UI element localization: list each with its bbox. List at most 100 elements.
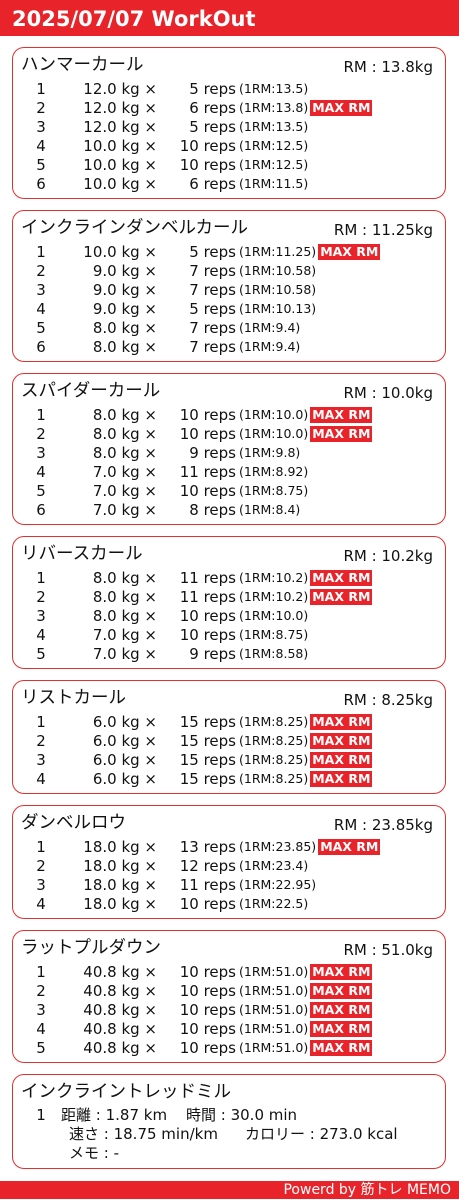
set-number: 4 — [36, 136, 46, 155]
weight: 6.0 kg × — [92, 750, 157, 769]
set-number: 6 — [36, 500, 46, 519]
weight: 8.0 kg × — [92, 587, 157, 606]
weight: 40.8 kg × — [83, 1000, 157, 1019]
one-rm: (1RM:8.4) — [239, 502, 301, 517]
exercise-name: リストカール — [21, 688, 126, 708]
set-row: 1 8.0 kg × 11 reps (1RM:10.2) MAX RM — [21, 568, 437, 587]
set-row: 6 10.0 kg × 6 reps (1RM:11.5) — [21, 174, 437, 193]
set-row: 5 40.8 kg × 10 reps (1RM:51.0) MAX RM — [21, 1038, 437, 1057]
max-rm-badge: MAX RM — [310, 406, 373, 423]
set-number: 5 — [36, 481, 46, 500]
reps: 13 reps — [179, 837, 236, 856]
set-row: 4 18.0 kg × 10 reps (1RM:22.5) — [21, 894, 437, 913]
rm-value: RM : 11.25kg — [333, 221, 433, 239]
set-number: 2 — [36, 261, 46, 280]
weight: 8.0 kg × — [92, 443, 157, 462]
reps: 10 reps — [179, 606, 236, 625]
exercise-card: スパイダーカール RM : 10.0kg 1 8.0 kg × 10 reps (1RM:… — [12, 373, 446, 525]
max-rm-badge: MAX RM — [310, 770, 373, 787]
set-number: 2 — [36, 981, 46, 1000]
reps: 10 reps — [179, 1000, 236, 1019]
one-rm: (1RM:10.0) — [239, 407, 309, 422]
weight: 10.0 kg × — [83, 242, 157, 261]
set-list: 1 6.0 kg × 15 reps (1RM:8.25) MAX RM 2 6.0 kg … — [21, 712, 437, 788]
set-row: 3 40.8 kg × 10 reps (1RM:51.0) MAX RM — [21, 1000, 437, 1019]
memo: メモ : - — [69, 1144, 120, 1162]
exercise-card: ラットプルダウン RM : 51.0kg 1 40.8 kg × 10 reps (1RM… — [12, 930, 446, 1063]
set-row: 1 10.0 kg × 5 reps (1RM:11.25) MAX RM — [21, 242, 437, 261]
weight: 40.8 kg × — [83, 981, 157, 1000]
one-rm: (1RM:8.75) — [239, 627, 309, 642]
set-row: 2 8.0 kg × 11 reps (1RM:10.2) MAX RM — [21, 587, 437, 606]
rm-value: RM : 10.2kg — [343, 547, 433, 565]
reps: 15 reps — [179, 731, 236, 750]
set-number: 2 — [36, 856, 46, 875]
one-rm: (1RM:22.95) — [239, 877, 317, 892]
one-rm: (1RM:23.4) — [239, 858, 309, 873]
set-number: 1 — [36, 962, 46, 981]
set-list: 1 18.0 kg × 13 reps (1RM:23.85) MAX RM 2 18.0 … — [21, 837, 437, 913]
set-row: 5 10.0 kg × 10 reps (1RM:12.5) — [21, 155, 437, 174]
set-row: 3 12.0 kg × 5 reps (1RM:13.5) — [21, 117, 437, 136]
reps: 6 reps — [189, 98, 236, 117]
one-rm: (1RM:11.5) — [239, 176, 309, 191]
set-list: 1 8.0 kg × 10 reps (1RM:10.0) MAX RM 2 8.0 kg … — [21, 405, 437, 519]
set-number: 2 — [36, 731, 46, 750]
one-rm: (1RM:10.13) — [239, 301, 317, 316]
one-rm: (1RM:23.85) — [239, 839, 317, 854]
cardio-row: メモ : - — [21, 1144, 437, 1163]
one-rm: (1RM:51.0) — [239, 1002, 309, 1017]
one-rm: (1RM:13.5) — [239, 119, 309, 134]
set-number: 4 — [36, 299, 46, 318]
weight: 9.0 kg × — [92, 299, 157, 318]
time: 時間 : 30.0 min — [186, 1106, 298, 1124]
weight: 8.0 kg × — [92, 337, 157, 356]
cardio-row: 速さ : 18.75 min/km カロリー : 273.0 kcal — [21, 1125, 437, 1144]
set-number: 1 — [36, 242, 46, 261]
reps: 10 reps — [179, 894, 236, 913]
one-rm: (1RM:10.0) — [239, 608, 309, 623]
reps: 10 reps — [179, 155, 236, 174]
cardio-row: 1 距離 : 1.87 km 時間 : 30.0 min — [21, 1106, 437, 1125]
weight: 7.0 kg × — [92, 462, 157, 481]
one-rm: (1RM:8.25) — [239, 771, 309, 786]
max-rm-badge: MAX RM — [318, 243, 381, 260]
max-rm-badge: MAX RM — [310, 1020, 373, 1037]
set-number: 4 — [36, 769, 46, 788]
one-rm: (1RM:8.92) — [239, 464, 309, 479]
set-row: 6 7.0 kg × 8 reps (1RM:8.4) — [21, 500, 437, 519]
set-number: 4 — [36, 462, 46, 481]
set-number: 5 — [36, 318, 46, 337]
card-header: ハンマーカール RM : 13.8kg — [21, 53, 437, 77]
weight: 18.0 kg × — [83, 837, 157, 856]
max-rm-badge: MAX RM — [318, 838, 381, 855]
one-rm: (1RM:8.25) — [239, 714, 309, 729]
card-header: リバースカール RM : 10.2kg — [21, 542, 437, 566]
reps: 15 reps — [179, 769, 236, 788]
one-rm: (1RM:11.25) — [239, 244, 317, 259]
max-rm-badge: MAX RM — [310, 732, 373, 749]
reps: 8 reps — [189, 500, 236, 519]
max-rm-badge: MAX RM — [310, 425, 373, 442]
set-row: 1 12.0 kg × 5 reps (1RM:13.5) — [21, 79, 437, 98]
weight: 7.0 kg × — [92, 625, 157, 644]
set-number: 1 — [36, 837, 46, 856]
set-number: 5 — [36, 1038, 46, 1057]
weight: 18.0 kg × — [83, 875, 157, 894]
set-row: 3 9.0 kg × 7 reps (1RM:10.58) — [21, 280, 437, 299]
reps: 6 reps — [189, 174, 236, 193]
set-list: 1 10.0 kg × 5 reps (1RM:11.25) MAX RM 2 9.0 kg… — [21, 242, 437, 356]
set-row: 5 8.0 kg × 7 reps (1RM:9.4) — [21, 318, 437, 337]
exercise-name: ラットプルダウン — [21, 938, 161, 958]
one-rm: (1RM:13.8) — [239, 100, 309, 115]
max-rm-badge: MAX RM — [310, 982, 373, 999]
weight: 6.0 kg × — [92, 712, 157, 731]
one-rm: (1RM:8.25) — [239, 733, 309, 748]
set-row: 2 12.0 kg × 6 reps (1RM:13.8) MAX RM — [21, 98, 437, 117]
one-rm: (1RM:10.2) — [239, 589, 309, 604]
set-row: 2 9.0 kg × 7 reps (1RM:10.58) — [21, 261, 437, 280]
reps: 10 reps — [179, 962, 236, 981]
reps: 7 reps — [189, 318, 236, 337]
set-number: 1 — [36, 712, 46, 731]
one-rm: (1RM:10.58) — [239, 282, 317, 297]
